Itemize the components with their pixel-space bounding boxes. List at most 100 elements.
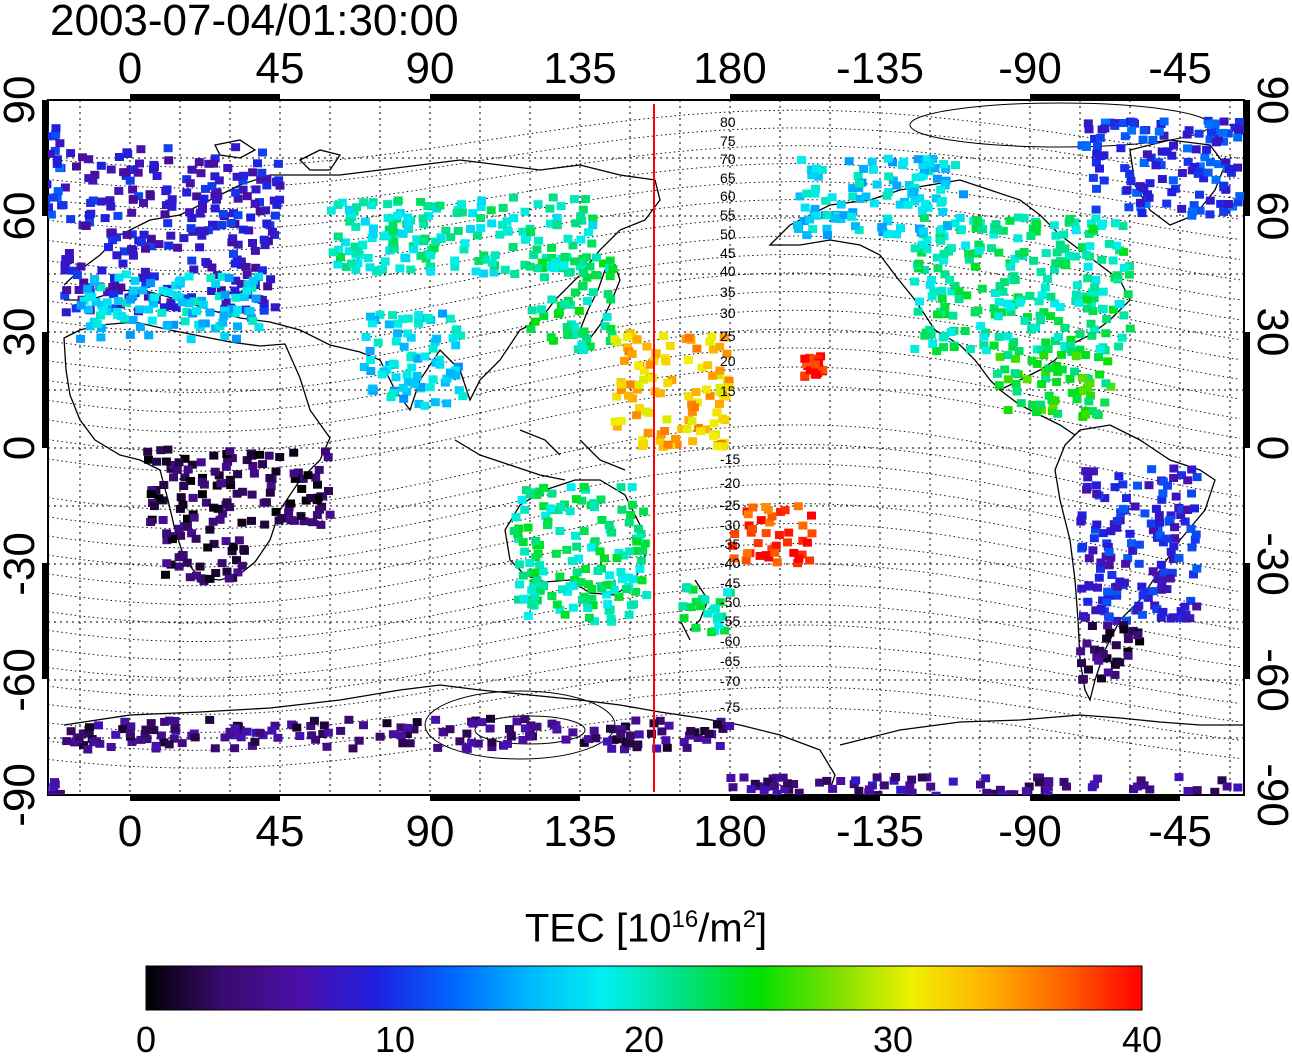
tec-cell [617,505,627,514]
tec-cell [218,509,228,518]
tec-cell [610,417,620,426]
tec-cell [233,240,243,249]
tec-cell [1130,502,1140,511]
tec-cell [661,736,671,745]
tec-cell [545,204,555,213]
tec-cell [367,234,377,242]
tec-cell [1093,583,1102,592]
tec-cell [1183,787,1193,795]
tec-cell [1027,400,1037,409]
tec-cell [1145,179,1155,188]
tec-cell [223,457,233,466]
tec-cell [450,256,460,265]
tec-cell [563,587,572,596]
tec-cell [135,159,144,168]
contour-line [48,309,1241,393]
tec-cell [1015,298,1025,307]
tec-cell [1120,164,1130,173]
tec-cell [232,172,242,181]
tec-cell [416,382,426,391]
tec-cell [797,155,807,164]
contour-label: -75 [720,699,740,715]
tec-cell [149,272,159,281]
tec-cell [1039,351,1049,360]
tec-cell [358,241,368,250]
tec-cell [1103,668,1113,677]
tec-cell [1186,596,1196,605]
tec-cell [928,155,938,163]
tec-cell [947,287,957,296]
tec-cell [324,487,333,495]
tec-cell [547,295,557,304]
tec-cell [130,276,140,285]
tec-cell [543,517,553,526]
tec-cell [476,203,486,211]
tec-cell [877,222,887,231]
tec-cell [1135,198,1145,207]
tec-cell [560,252,570,261]
tec-cell [152,172,162,180]
tec-cell [539,502,549,511]
tec-cell [347,213,357,222]
tec-cell [584,735,593,744]
tec-cell [1083,119,1093,128]
tec-cell [746,785,756,794]
contour-label: -15 [720,451,740,467]
tec-cell [1221,185,1231,194]
tec-cell [87,293,97,302]
tec-cell [333,260,343,269]
tec-cell [141,280,151,289]
tec-cell [375,310,385,319]
tec-cell [941,164,951,173]
tec-cell [377,265,387,274]
tec-cell [1115,658,1125,667]
tec-cell [174,562,184,571]
tec-cell [530,592,539,601]
tec-cell [1078,675,1088,684]
tec-cell [248,239,257,247]
tec-cell [195,562,205,571]
tec-cell [217,220,227,229]
tec-cell [1096,564,1105,573]
tec-cell [1167,568,1177,577]
tec-cell [1169,141,1178,150]
tec-cell [247,741,257,750]
tec-cell [691,623,701,632]
tec-cell [964,255,974,264]
tec-cell [547,243,556,252]
tec-cell [1126,177,1136,186]
tec-cell [373,338,383,347]
tec-cell [389,237,399,246]
tec-cell [619,551,629,560]
tec-cell [1224,165,1234,173]
tec-cell [161,457,171,466]
tec-cell [1061,261,1071,270]
tec-cell [915,173,925,182]
tec-cell [1050,396,1060,405]
tec-cell [1089,294,1099,302]
tec-cell [189,513,199,522]
tec-cell [1009,337,1018,346]
tec-cell [794,554,804,563]
tec-cell [256,175,266,184]
tec-cell [398,315,408,324]
tec-cell [359,721,368,730]
tec-cell [176,531,186,540]
tec-cell [770,548,780,557]
lat-label-right: 60 [1248,192,1292,241]
tec-cell [497,220,507,229]
tec-cell [1094,573,1104,582]
tec-cell [535,561,545,570]
tec-cell [643,428,653,437]
tec-cell [91,298,101,307]
tec-cell [230,259,240,268]
tec-cell [869,165,878,174]
tec-cell [631,587,641,596]
tec-cell [1031,227,1041,236]
contour-label: 25 [720,328,736,344]
tec-cell [375,732,385,741]
tec-cell [190,733,200,742]
tec-cell [225,447,235,456]
tec-cell [286,499,296,508]
tec-cell [1000,365,1010,374]
